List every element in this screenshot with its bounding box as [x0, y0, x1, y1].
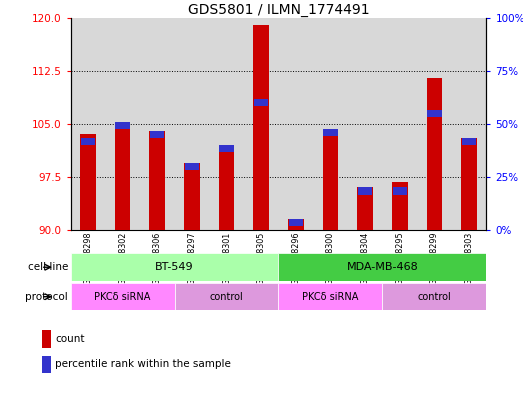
Bar — [289, 219, 303, 226]
Bar — [323, 131, 338, 230]
Bar — [185, 163, 199, 170]
Title: GDS5801 / ILMN_1774491: GDS5801 / ILMN_1774491 — [188, 3, 369, 17]
Bar — [253, 25, 269, 230]
Bar — [175, 283, 278, 310]
Text: count: count — [55, 334, 84, 344]
Bar — [254, 99, 268, 106]
Bar — [357, 187, 373, 230]
Bar — [175, 18, 209, 230]
Bar — [219, 145, 234, 230]
Bar — [462, 138, 476, 145]
Bar — [392, 182, 407, 230]
Bar — [150, 131, 164, 138]
Bar — [278, 283, 382, 310]
Text: BT-549: BT-549 — [155, 262, 194, 272]
Bar — [150, 131, 165, 230]
Bar — [71, 283, 175, 310]
Bar — [116, 122, 130, 129]
Bar — [382, 18, 417, 230]
Bar — [461, 138, 477, 230]
Bar — [219, 145, 234, 152]
Text: PKCδ siRNA: PKCδ siRNA — [94, 292, 151, 302]
Bar — [209, 18, 244, 230]
Bar — [81, 138, 95, 145]
Bar — [105, 18, 140, 230]
Bar — [278, 253, 486, 281]
Bar — [288, 219, 304, 230]
Text: control: control — [210, 292, 243, 302]
Text: percentile rank within the sample: percentile rank within the sample — [55, 359, 231, 369]
Bar — [184, 163, 200, 230]
Bar — [71, 253, 278, 281]
Bar — [313, 18, 348, 230]
Bar — [358, 187, 372, 195]
Bar — [115, 122, 130, 230]
Bar — [348, 18, 382, 230]
Text: cell line: cell line — [28, 262, 68, 272]
Bar — [323, 129, 338, 136]
Bar — [427, 78, 442, 230]
Bar — [140, 18, 175, 230]
Bar — [452, 18, 486, 230]
Bar — [427, 110, 441, 117]
Bar — [417, 18, 452, 230]
Text: PKCδ siRNA: PKCδ siRNA — [302, 292, 359, 302]
Text: control: control — [417, 292, 451, 302]
Bar — [244, 18, 278, 230]
Bar — [382, 283, 486, 310]
Text: MDA-MB-468: MDA-MB-468 — [347, 262, 418, 272]
Text: protocol: protocol — [25, 292, 68, 302]
Bar — [80, 134, 96, 230]
Bar — [278, 18, 313, 230]
Bar — [393, 187, 407, 195]
Bar — [71, 18, 105, 230]
